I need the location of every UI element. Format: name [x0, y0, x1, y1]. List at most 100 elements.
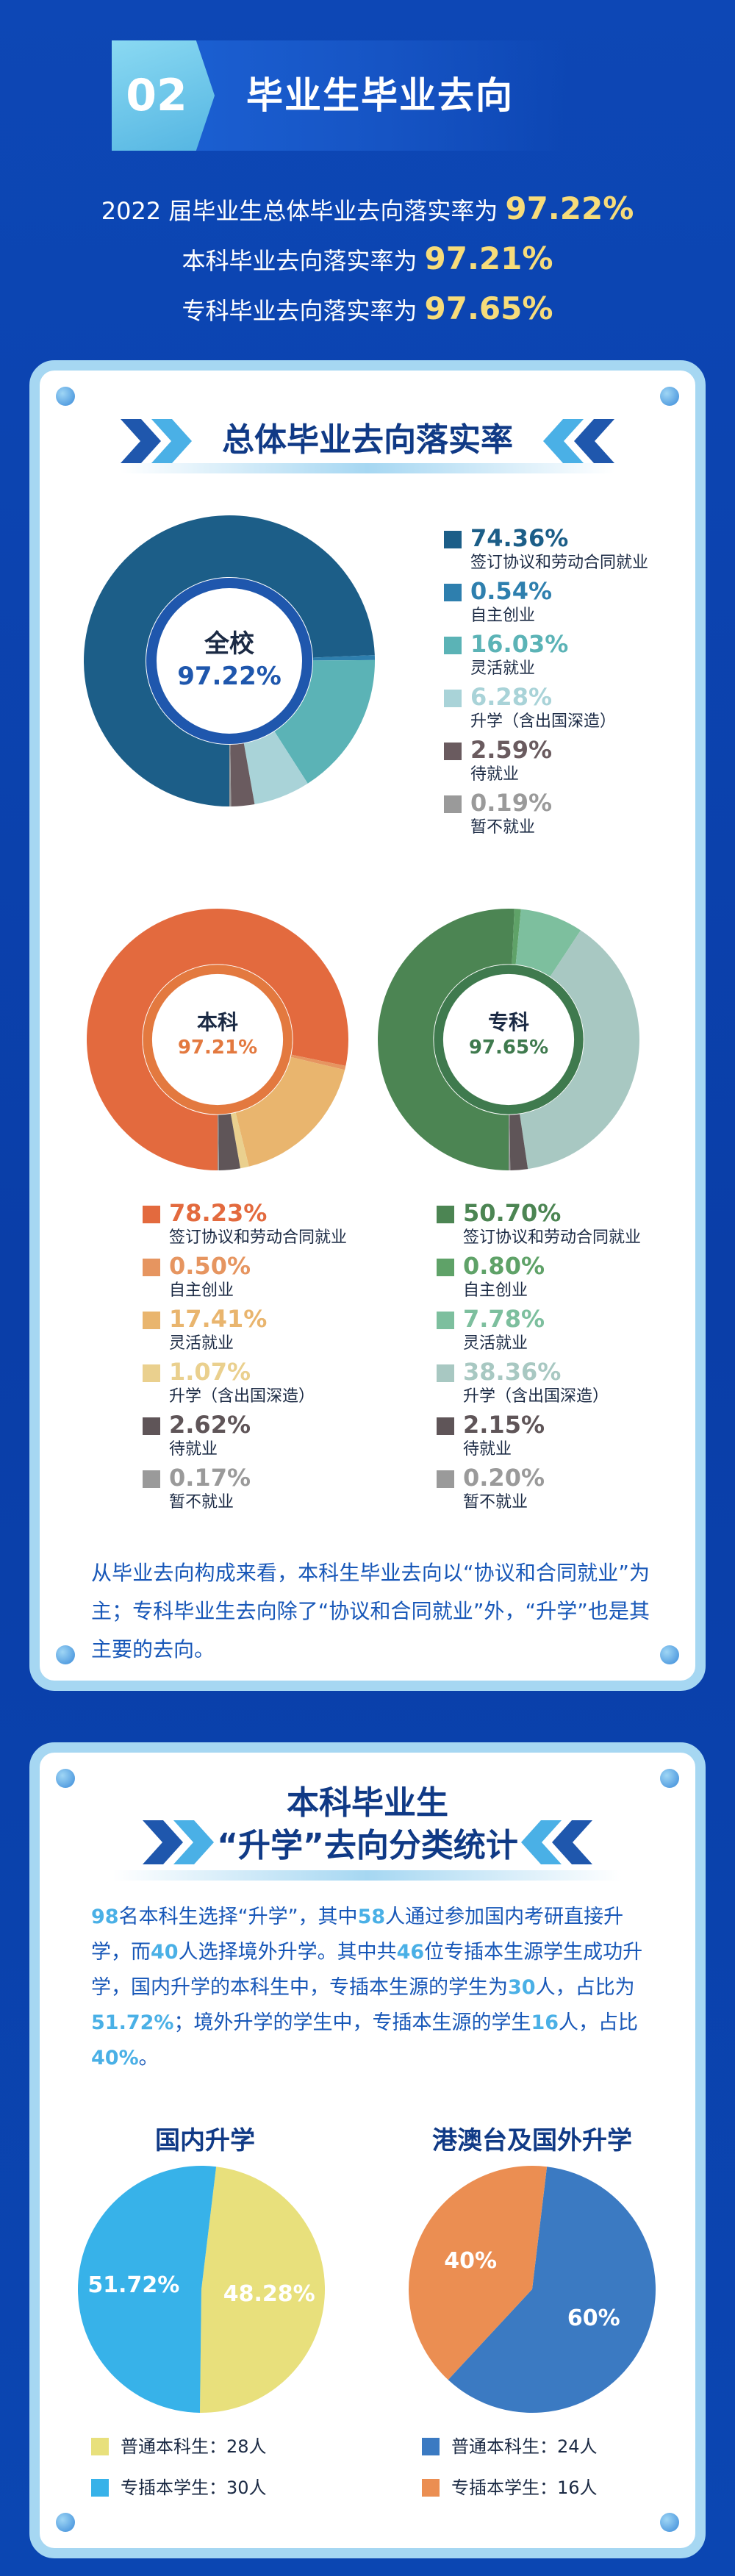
legend-value: 0.20%: [463, 1464, 545, 1492]
legend-swatch: [91, 2479, 109, 2497]
corner-dot: [660, 1645, 679, 1664]
title-underline: [113, 1870, 622, 1881]
domestic-chart-title: 国内升学: [155, 2126, 255, 2155]
legend-label: 待就业: [169, 1440, 218, 1459]
legend-label: 灵活就业: [463, 1334, 528, 1353]
legend-swatch: [444, 795, 462, 813]
legend-swatch: [422, 2479, 440, 2497]
college-donut-chart: [378, 909, 639, 1170]
legend-label: 暂不就业: [463, 1493, 528, 1511]
section-number: 02: [112, 40, 215, 151]
legend-value: 2.62%: [169, 1411, 251, 1439]
rate-undergrad: 本科毕业去向落实率为 97.21%: [0, 234, 735, 284]
legend-label: 签订协议和劳动合同就业: [470, 554, 649, 572]
pie-data-label: 51.72%: [87, 2272, 179, 2298]
legend-label: 普通本科生：28人: [121, 2436, 267, 2457]
donut-center-ring: [143, 965, 293, 1115]
legend-label: 灵活就业: [470, 659, 536, 678]
rate-college: 专科毕业去向落实率为 97.65%: [0, 284, 735, 334]
legend-swatch: [143, 1417, 160, 1435]
further-study-summary-text: 98名本科生选择“升学”，其中58人通过参加国内考研直接升学，而40人选择境外升…: [91, 1906, 643, 2069]
legend-label: 灵活就业: [169, 1334, 234, 1353]
legend-swatch: [437, 1470, 454, 1488]
legend-label: 暂不就业: [470, 818, 536, 837]
legend-label: 升学（含出国深造）: [463, 1387, 609, 1406]
abroad-legend: 普通本科生：24人 专插本学生：16人: [422, 2436, 598, 2519]
donut-slice-2: [235, 1056, 345, 1167]
corner-dot: [56, 1645, 75, 1664]
legend-value: 17.41%: [169, 1305, 268, 1333]
rate-value: 97.21%: [424, 240, 553, 276]
chevron-left-icon: [543, 419, 614, 463]
legend-label: 待就业: [470, 765, 520, 784]
legend-value: 0.17%: [169, 1464, 251, 1492]
corner-dot: [660, 387, 679, 406]
legend-value: 1.07%: [169, 1358, 251, 1386]
legend-swatch: [437, 1417, 454, 1435]
donut-slice-4: [509, 1114, 528, 1170]
donut-slice-5: [509, 1115, 511, 1170]
donut-slice-4: [218, 1114, 241, 1170]
chevron-right-icon: [143, 1820, 214, 1864]
abroad-pie-chart: 60% 40%: [409, 2166, 656, 2413]
pie-slice-0: [199, 2167, 325, 2413]
legend-label: 专插本学生：16人: [451, 2477, 598, 2498]
legend-swatch: [437, 1259, 454, 1276]
legend-item: 普通本科生：24人: [422, 2436, 598, 2477]
chevron-right-icon: [121, 419, 192, 463]
legend-value: 2.59%: [470, 736, 553, 764]
rate-label: 2022 届毕业生总体毕业去向落实率为: [101, 197, 498, 225]
legend-swatch: [143, 1470, 160, 1488]
legend-label: 普通本科生：24人: [451, 2436, 598, 2457]
donut-center-value: 97.65%: [468, 1037, 549, 1059]
overall-card: 总体毕业去向落实率 全校 97.22% 74.36% 签订协议和劳动合同就业 0.5…: [29, 360, 706, 1691]
legend-item: 专插本学生：16人: [422, 2477, 598, 2519]
legend-label: 自主创业: [463, 1281, 528, 1300]
pie-slice-0: [448, 2167, 656, 2413]
legend-swatch: [422, 2438, 440, 2455]
legend-label: 自主创业: [169, 1281, 234, 1300]
rates-block: 2022 届毕业生总体毕业去向落实率为 97.22% 本科毕业去向落实率为 97.2…: [0, 184, 735, 334]
legend-value: 7.78%: [463, 1305, 545, 1333]
legend-swatch: [143, 1259, 160, 1276]
rate-label: 专科毕业去向落实率为: [182, 297, 417, 325]
donut-slice-2: [274, 659, 375, 784]
rate-overall: 2022 届毕业生总体毕业去向落实率为 97.22%: [0, 184, 735, 234]
donut-slice-3: [243, 731, 308, 804]
legend-swatch: [91, 2438, 109, 2455]
domestic-pie-chart: 48.28% 51.72%: [77, 2166, 325, 2413]
legend-label: 专插本学生：30人: [121, 2477, 267, 2498]
donut-slice-2: [515, 909, 581, 977]
college-donut-center: 专科 97.65%: [450, 1010, 567, 1060]
donut-center-ring: [146, 578, 312, 744]
legend-swatch: [437, 1206, 454, 1223]
legend-value: 74.36%: [470, 524, 569, 552]
donut-slice-0: [378, 909, 514, 1170]
legend-value: 2.15%: [463, 1411, 545, 1439]
further-study-title-line1: 本科毕业生: [287, 1784, 448, 1822]
legend-value: 0.50%: [169, 1252, 251, 1280]
donut-slice-3: [520, 930, 639, 1170]
legend-swatch: [143, 1206, 160, 1223]
pie-slice-1: [77, 2166, 217, 2413]
legend-value: 78.23%: [169, 1199, 268, 1227]
legend-swatch: [444, 531, 462, 548]
corner-dot: [660, 2513, 679, 2532]
legend-swatch: [143, 1364, 160, 1382]
pie-data-label: 48.28%: [223, 2281, 315, 2307]
section-header: 02 毕业生毕业去向: [112, 40, 567, 151]
legend-swatch: [444, 743, 462, 760]
overall-section-title: 总体毕业去向落实率: [222, 421, 513, 459]
title-underline: [121, 463, 614, 473]
donut-center-ring: [434, 965, 584, 1115]
legend-value: 6.28%: [470, 683, 553, 711]
donut-slice-4: [230, 743, 255, 806]
legend-value: 0.19%: [470, 789, 553, 817]
donut-center-label: 全校: [204, 629, 254, 659]
donut-slice-0: [87, 909, 349, 1170]
rate-value: 97.22%: [505, 190, 634, 226]
legend-item: 普通本科生：28人: [91, 2436, 267, 2477]
rate-label: 本科毕业去向落实率为: [182, 247, 417, 275]
donut-slice-1: [312, 655, 375, 661]
abroad-chart-title: 港澳台及国外升学: [432, 2126, 632, 2155]
